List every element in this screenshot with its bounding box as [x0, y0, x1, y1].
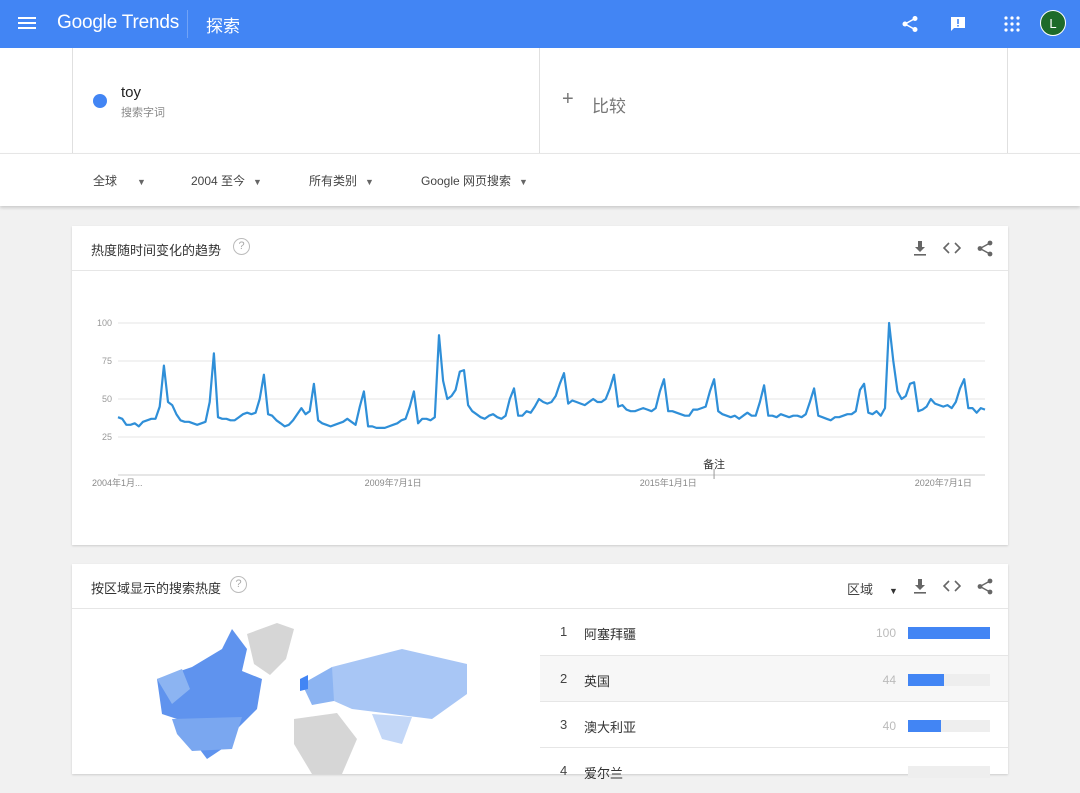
region-bar — [908, 627, 990, 639]
region-row[interactable]: 2 英国 44 — [540, 655, 1008, 701]
region-rank: 2 — [560, 671, 568, 686]
region-value: 40 — [882, 719, 896, 733]
card-title: 按区域显示的搜索热度 — [91, 581, 222, 596]
compare-button[interactable]: + 比较 — [540, 48, 1008, 153]
x-tick-label: 2015年1月1日 — [640, 477, 697, 488]
dropdown-arrow-icon: ▼ — [137, 177, 146, 187]
trend-chart[interactable]: 100 75 50 25 2004年1月... 2009年7月1日 2015年1月1日 202… — [72, 271, 1008, 545]
share-icon[interactable] — [898, 12, 922, 36]
time-filter-label: 2004 至今 — [191, 174, 246, 188]
resolution-dropdown[interactable]: 区域 ▼ — [847, 579, 898, 598]
map-uk — [300, 675, 308, 691]
x-tick-label: 2004年1月... — [92, 477, 143, 488]
map-greenland — [247, 623, 294, 675]
region-bar — [908, 674, 990, 686]
x-tick-label: 2009年7月1日 — [365, 477, 422, 488]
region-name[interactable]: 澳大利亚 — [584, 720, 637, 735]
region-filter[interactable]: 全球 ▼ — [93, 172, 146, 189]
feedback-icon[interactable] — [946, 12, 970, 36]
map-south-asia — [372, 714, 412, 744]
resolution-label: 区域 — [847, 582, 874, 597]
region-value: 44 — [882, 673, 896, 687]
region-bar-fill — [908, 627, 990, 639]
region-bar — [908, 766, 990, 778]
download-icon[interactable] — [910, 238, 930, 258]
search-term-toy[interactable]: toy 搜索字词 — [72, 48, 540, 153]
dropdown-arrow-icon: ▼ — [889, 586, 898, 596]
card-title: 热度随时间变化的趋势 — [91, 243, 222, 258]
region-row[interactable]: 1 阿塞拜疆 100 — [540, 609, 1008, 655]
region-bar-fill — [908, 674, 945, 686]
property-filter-label: Google 网页搜索 — [421, 174, 512, 188]
map-usa — [172, 717, 242, 751]
region-rank: 1 — [560, 624, 568, 639]
region-rank: 3 — [560, 717, 568, 732]
dropdown-arrow-icon: ▼ — [365, 177, 374, 187]
page-title: 探索 — [206, 17, 240, 36]
region-value: 100 — [875, 626, 896, 640]
x-tick-label: 2020年7月1日 — [915, 477, 972, 488]
share-icon[interactable] — [975, 238, 995, 258]
embed-code-icon[interactable] — [942, 576, 962, 596]
filter-bar: 全球 ▼ 2004 至今 ▼ 所有类别 ▼ Google 网页搜索 ▼ — [0, 153, 1080, 206]
note-label: 备注 — [703, 457, 725, 471]
region-row[interactable]: 3 澳大利亚 40 — [540, 701, 1008, 747]
term-name[interactable]: toy — [121, 84, 142, 101]
interest-over-time-card: 热度随时间变化的趋势 ? 100 75 50 25 2004年1月... 2009年7月1… — [72, 226, 1008, 545]
category-filter-label: 所有类别 — [309, 174, 358, 188]
y-tick-label: 50 — [102, 394, 112, 404]
map-asia — [332, 649, 467, 719]
card-header: 按区域显示的搜索热度 ? 区域 ▼ — [72, 564, 1008, 609]
region-bar — [908, 720, 990, 732]
dropdown-arrow-icon: ▼ — [519, 177, 528, 187]
map-alaska — [157, 669, 190, 704]
search-terms-bar: toy 搜索字词 + 比较 — [0, 48, 1080, 153]
download-icon[interactable] — [910, 576, 930, 596]
term-type: 搜索字词 — [121, 107, 165, 119]
map-africa — [294, 713, 357, 774]
dropdown-arrow-icon: ▼ — [253, 177, 262, 187]
app-header: Google Trends 探索 L — [0, 0, 1080, 48]
region-name[interactable]: 阿塞拜疆 — [584, 627, 637, 642]
plus-icon: + — [562, 88, 574, 110]
embed-code-icon[interactable] — [942, 238, 962, 258]
compare-label: 比较 — [592, 97, 626, 116]
region-row[interactable]: 4 爱尔兰 — [540, 747, 1008, 793]
y-tick-label: 100 — [97, 318, 112, 328]
trend-line-toy — [117, 321, 986, 429]
apps-icon[interactable] — [1000, 12, 1024, 36]
interest-by-region-card: 按区域显示的搜索热度 ? 区域 ▼ 1 阿塞拜疆 100 2 英国 44 3 澳大… — [72, 564, 1008, 781]
region-rank: 4 — [560, 763, 568, 778]
card-header: 热度随时间变化的趋势 ? — [72, 226, 1008, 271]
logo[interactable]: Google Trends — [57, 12, 180, 33]
category-filter[interactable]: 所有类别 ▼ — [309, 172, 374, 189]
y-tick-label: 75 — [102, 356, 112, 366]
divider — [187, 10, 188, 38]
region-filter-label: 全球 — [93, 174, 118, 188]
time-filter[interactable]: 2004 至今 ▼ — [191, 172, 262, 189]
term-color-dot — [93, 94, 107, 108]
menu-icon[interactable] — [18, 14, 36, 34]
region-name[interactable]: 英国 — [584, 674, 611, 689]
share-icon[interactable] — [975, 576, 995, 596]
help-icon[interactable]: ? — [230, 576, 247, 593]
region-bar-fill — [908, 720, 941, 732]
avatar[interactable]: L — [1040, 10, 1066, 36]
y-tick-label: 25 — [102, 432, 112, 442]
property-filter[interactable]: Google 网页搜索 ▼ — [421, 172, 528, 189]
help-icon[interactable]: ? — [233, 238, 250, 255]
world-map[interactable] — [72, 609, 540, 774]
region-name[interactable]: 爱尔兰 — [584, 766, 624, 781]
